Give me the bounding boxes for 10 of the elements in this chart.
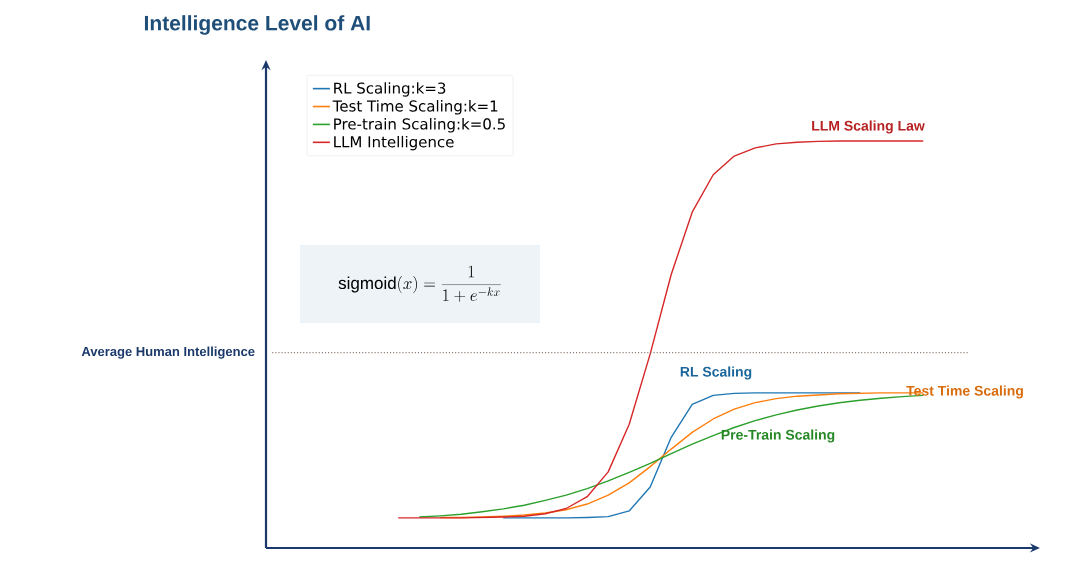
legend-label: Test Time Scaling:k=1 (332, 100, 498, 115)
text: LLM Scaling Law (812, 120, 925, 134)
annotation: RL Scaling (680, 366, 752, 380)
chart-title: Intelligence Level of AI (144, 15, 370, 35)
annotation: Pre-Train Scaling (721, 429, 835, 443)
ref-line-label: Average Human Intelligence (81, 346, 255, 359)
legend-label: LLM Intelligence (334, 135, 454, 151)
legend-label: RL Scaling:k=3 (334, 82, 446, 97)
annotation: $\mathrm{sigmoid}(x) = \frac{1}{1+e^{-kx}}$ (338, 265, 501, 302)
legend-label: Pre-train Scaling:k=0.5 (334, 117, 505, 133)
